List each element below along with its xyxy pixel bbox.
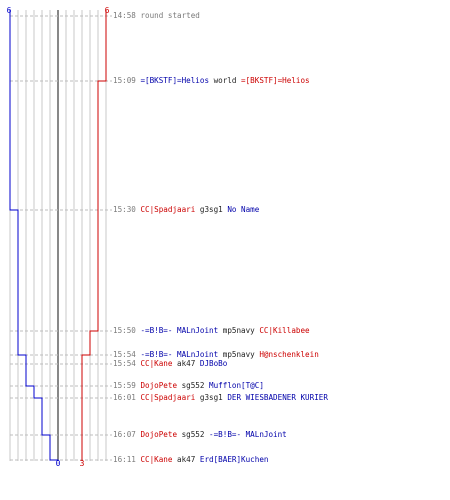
event-time: 16:01 (113, 393, 136, 402)
event-row: 16:07 DojoPete sg552 -=B!B=- MALnJoint (113, 430, 287, 439)
event-player: =[BKSTF]=Helios (241, 76, 310, 85)
event-weapon: ak47 (172, 455, 200, 464)
event-weapon: world (209, 76, 242, 85)
event-time: 15:30 (113, 205, 136, 214)
event-player: -=B!B=- MALnJoint (140, 326, 219, 335)
event-time: 15:54 (113, 350, 136, 359)
event-row: 15:59 DojoPete sg552 Mufflon[T@C] (113, 381, 264, 390)
event-player: DJBoBo (199, 359, 228, 368)
event-player: CC|Spadjaari (140, 205, 196, 214)
event-player: =[BKSTF]=Helios (140, 76, 210, 85)
event-player: DojoPete (140, 430, 178, 439)
event-player: -=B!B=- MALnJoint (140, 350, 219, 359)
event-note: round started (140, 11, 200, 20)
event-player: Mufflon[T@C] (209, 381, 264, 390)
event-time: 15:50 (113, 326, 136, 335)
event-weapon: sg552 (177, 430, 210, 439)
event-player: DojoPete (140, 381, 178, 390)
event-player: CC|Killabee (259, 326, 310, 335)
event-time: 15:09 (113, 76, 136, 85)
event-row: 15:50 -=B!B=- MALnJoint mp5navy CC|Killa… (113, 326, 310, 335)
event-row: 16:01 CC|Spadjaari g3sg1 DER WIESBADENER… (113, 393, 328, 402)
event-weapon: g3sg1 (195, 393, 228, 402)
team-b-start-count: 6 (105, 6, 110, 15)
event-weapon: ak47 (172, 359, 200, 368)
event-time: 16:07 (113, 430, 136, 439)
event-player: CC|Kane (140, 455, 173, 464)
event-row: 15:09 =[BKSTF]=Helios world =[BKSTF]=Hel… (113, 76, 310, 85)
event-row: 15:30 CC|Spadjaari g3sg1 No Name (113, 205, 259, 214)
event-weapon: mp5navy (218, 326, 260, 335)
event-time: 16:11 (113, 455, 136, 464)
event-row: 15:54 CC|Kane ak47 DJBoBo (113, 359, 227, 368)
event-weapon: g3sg1 (195, 205, 228, 214)
event-player: H@nschenklein (259, 350, 319, 359)
event-player: -=B!B=- MALnJoint (209, 430, 287, 439)
event-guidelines (10, 15, 112, 461)
event-row: 15:54 -=B!B=- MALnJoint mp5navy H@nschen… (113, 350, 319, 359)
event-time: 14:58 (113, 11, 136, 20)
event-time: 15:54 (113, 359, 136, 368)
team-b-end-count: 3 (80, 459, 85, 468)
team-a-start-count: 6 (7, 6, 12, 15)
team-a-count-line (9, 10, 59, 461)
event-row: 14:58 round started (113, 11, 200, 20)
event-weapon: mp5navy (218, 350, 260, 359)
team-a-end-count: 0 (56, 459, 61, 468)
player-grid (9, 10, 107, 461)
team-b-count-line (81, 10, 107, 461)
event-player: CC|Spadjaari (140, 393, 196, 402)
event-weapon: sg552 (177, 381, 210, 390)
event-player: CC|Kane (140, 359, 173, 368)
event-player: No Name (227, 205, 260, 214)
event-time: 15:59 (113, 381, 136, 390)
event-row: 16:11 CC|Kane ak47 Erd[BAER]Kuchen (113, 455, 268, 464)
event-player: DER WIESBADENER KURIER (227, 393, 328, 402)
event-player: Erd[BAER]Kuchen (199, 455, 269, 464)
